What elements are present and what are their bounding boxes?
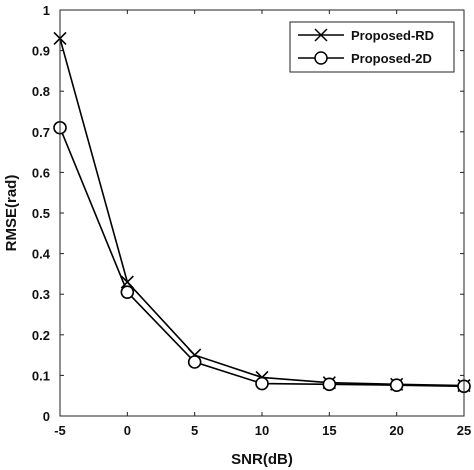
data-point-x-marker <box>120 275 134 289</box>
x-tick-label: 15 <box>322 423 336 438</box>
data-point-circle-marker <box>255 376 269 391</box>
legend: Proposed-RD Proposed-2D <box>289 21 455 73</box>
plot-area <box>60 10 464 416</box>
x-tick-label: 10 <box>255 423 269 438</box>
legend-label-proposed-2d: Proposed-2D <box>351 51 432 66</box>
series-proposed-2d <box>53 120 471 394</box>
x-tick-label: 25 <box>457 423 471 438</box>
y-tick-label: 0.7 <box>32 125 50 140</box>
x-axis-label: SNR(dB) <box>231 451 293 468</box>
plot-frame <box>59 9 465 417</box>
y-tick-label: 0.8 <box>32 84 50 99</box>
y-tick-label: 0.4 <box>32 247 51 262</box>
y-tick-label: 0.3 <box>32 287 50 302</box>
data-point-circle-marker <box>187 355 202 369</box>
legend-circle-marker <box>314 51 328 65</box>
y-tick-label: 0.5 <box>32 206 50 221</box>
y-tick-label: 0.9 <box>32 44 50 59</box>
x-tick-label: 5 <box>191 423 198 438</box>
data-point-circle-marker <box>389 378 404 392</box>
y-tick-label: 0.6 <box>32 165 50 180</box>
y-tick-label: 1 <box>43 3 50 18</box>
y-tick-label: 0 <box>43 409 50 424</box>
data-point-circle-marker <box>120 285 135 299</box>
y-tick-label: 0.2 <box>32 328 50 343</box>
legend-x-marker <box>314 28 328 42</box>
data-series <box>53 31 471 394</box>
data-point-circle-marker <box>322 377 337 392</box>
x-tick-label: 0 <box>124 423 131 438</box>
legend-label-proposed-rd: Proposed-RD <box>351 28 434 43</box>
x-tick-label: 20 <box>389 423 403 438</box>
x-tick-label: -5 <box>54 423 66 438</box>
y-axis-label: RMSE(rad) <box>3 175 20 252</box>
y-tick-label: 0.1 <box>32 368 50 383</box>
